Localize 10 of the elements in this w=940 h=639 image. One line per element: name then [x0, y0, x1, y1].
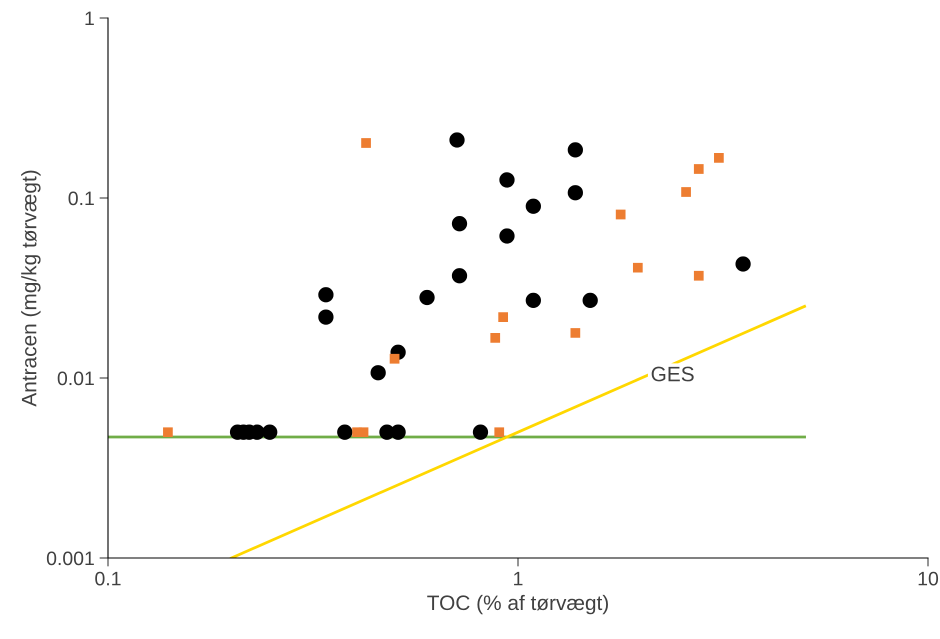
y-axis-title: Antracen (mg/kg tørvægt) [21, 170, 41, 407]
y-tick-label: 0.01 [58, 371, 94, 386]
x-axis-title: TOC (% af tørvægt) [427, 594, 608, 614]
y-tick-label: 1 [85, 12, 94, 26]
series-label: GES [652, 366, 694, 382]
y-tick-label: 0.1 [68, 191, 94, 206]
x-tick-label: 0.1 [95, 572, 121, 586]
y-tick-label: 0.001 [46, 551, 94, 566]
x-tick-label: 10 [918, 572, 938, 586]
x-tick-label: 1 [514, 572, 522, 586]
